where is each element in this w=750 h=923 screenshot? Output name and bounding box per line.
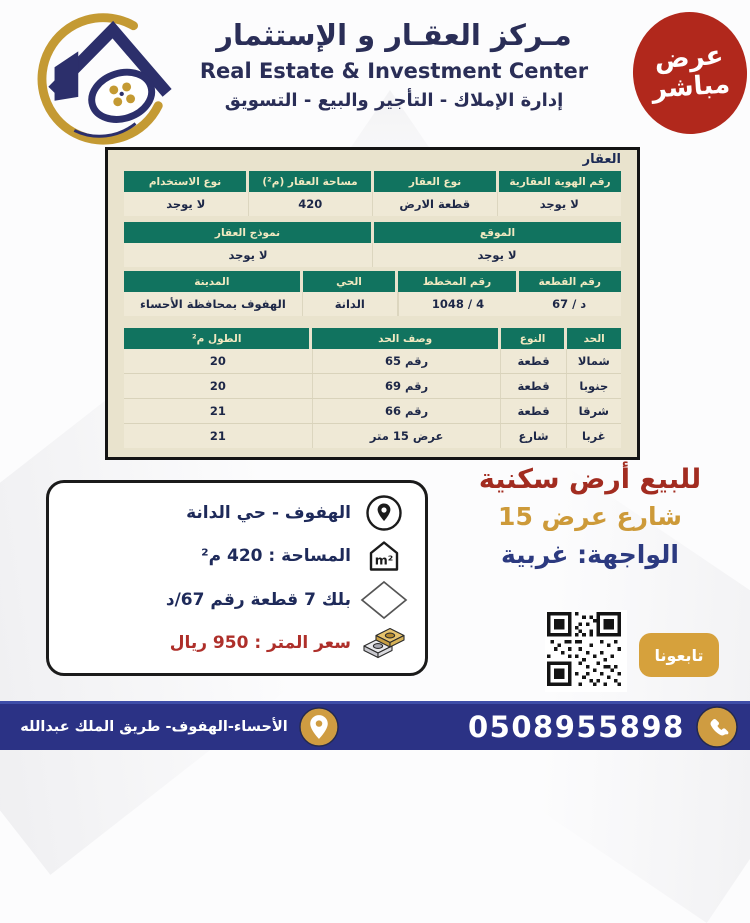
diamond-icon bbox=[355, 579, 413, 621]
offer-line-facade: الواجهة: غربية bbox=[501, 540, 679, 569]
table-row: شرقا قطعة رقم 66 21 bbox=[124, 398, 621, 423]
location-text: الهفوف - حي الدانة bbox=[186, 502, 351, 523]
direct-offer-badge: عرض مباشر bbox=[628, 8, 750, 138]
offer-text-block: للبيع أرض سكنية شارع عرض 15 الواجهة: غرب… bbox=[433, 464, 747, 569]
property-table-title: العقار bbox=[582, 152, 621, 167]
cell-border-length: 20 bbox=[124, 349, 313, 373]
cell-property-model: لا يوجد bbox=[124, 243, 373, 267]
footer-bar: الأحساء-الهفوف- طريق الملك عبدالله 05089… bbox=[0, 701, 750, 750]
cell-border-length: 21 bbox=[124, 424, 313, 448]
company-services-line: إدارة الإملاك - التأجير والبيع - التسويق bbox=[224, 90, 564, 111]
cell-border-type: قطعة bbox=[501, 374, 567, 398]
col-header-location: الموقع bbox=[374, 222, 621, 243]
col-header-property-id: رقم الهوية العقارية bbox=[499, 171, 621, 192]
m2-label: m² bbox=[375, 553, 394, 568]
cell-border-length: 21 bbox=[124, 399, 313, 423]
cell-plot-number: د / 67 bbox=[552, 297, 587, 311]
block-row: بلك 7 قطعة رقم 67/د bbox=[61, 578, 413, 622]
cell-border-desc: رقم 66 bbox=[313, 399, 502, 423]
cell-city: الهفوف بمحافظة الأحساء bbox=[124, 292, 303, 316]
col-header-property-model: نموذج العقار bbox=[124, 222, 371, 243]
address-text: الأحساء-الهفوف- طريق الملك عبدالله bbox=[20, 719, 288, 735]
cell-property-type: قطعة الارض bbox=[373, 192, 498, 216]
cell-border-desc: عرض 15 متر bbox=[313, 424, 502, 448]
qr-code[interactable] bbox=[545, 610, 627, 692]
house-area-icon: m² bbox=[355, 536, 413, 576]
cell-border-type: قطعة bbox=[501, 399, 567, 423]
cell-border-type: شارع bbox=[501, 424, 567, 448]
cell-usage-type: لا يوجد bbox=[124, 192, 249, 216]
col-header-border-desc: وصف الحد bbox=[312, 328, 498, 349]
col-header-border-length: الطول م² bbox=[124, 328, 310, 349]
col-header-border: الحد bbox=[567, 328, 621, 349]
col-header-usage-type: نوع الاستخدام bbox=[124, 171, 246, 192]
cell-border-desc: رقم 69 bbox=[313, 374, 502, 398]
house-crescent-logo-icon bbox=[18, 4, 178, 162]
property-table: العقار رقم الهوية العقارية نوع العقار مس… bbox=[105, 147, 640, 460]
company-name-english: Real Estate & Investment Center bbox=[199, 59, 589, 83]
follow-button[interactable]: تابعونا bbox=[639, 633, 719, 677]
table-row: شمالا قطعة رقم 65 20 bbox=[124, 349, 621, 373]
block-text: بلك 7 قطعة رقم 67/د bbox=[165, 589, 351, 610]
cell-border-side: جنوبا bbox=[579, 379, 609, 393]
company-name-arabic: مـركز العقـار و الإستثمار bbox=[216, 18, 572, 52]
area-text: المساحة : 420 م² bbox=[201, 546, 351, 567]
cell-plan-number: 1048 / 4 bbox=[397, 292, 518, 316]
offer-line-for-sale: للبيع أرض سكنية bbox=[478, 464, 702, 495]
table-row: غربا شارع عرض 15 متر 21 bbox=[124, 423, 621, 448]
cell-border-side: شرقا bbox=[578, 404, 609, 418]
col-header-property-type: نوع العقار bbox=[374, 171, 496, 192]
price-row: سعر المتر : 950 ريال bbox=[61, 622, 413, 666]
phone-icon[interactable] bbox=[696, 706, 738, 748]
col-header-plan-number: رقم المخطط bbox=[398, 271, 516, 292]
cell-border-side: شمالا bbox=[577, 354, 610, 368]
cell-border-length: 20 bbox=[124, 374, 313, 398]
col-header-property-area: مساحة العقار (م²) bbox=[249, 171, 371, 192]
area-row: m² المساحة : 420 م² bbox=[61, 535, 413, 579]
cell-location: لا يوجد bbox=[477, 248, 517, 262]
cell-property-area: 420 bbox=[249, 192, 373, 216]
details-card: الهفوف - حي الدانة m² المساحة : 420 م² ب… bbox=[46, 480, 428, 676]
money-icon bbox=[355, 623, 413, 663]
col-header-border-type: النوع bbox=[500, 328, 565, 349]
map-pin-icon bbox=[299, 707, 339, 747]
col-header-district: الحي bbox=[302, 271, 396, 292]
offer-line-street-width: شارع عرض 15 bbox=[498, 502, 682, 531]
price-text: سعر المتر : 950 ريال bbox=[169, 633, 351, 654]
cell-border-type: قطعة bbox=[501, 349, 567, 373]
col-header-city: المدينة bbox=[123, 271, 300, 292]
location-pin-icon bbox=[355, 493, 413, 533]
table-row: جنوبا قطعة رقم 69 20 bbox=[124, 373, 621, 398]
col-header-plot-number: رقم القطعة bbox=[518, 271, 621, 292]
cell-district: الدانة bbox=[303, 292, 398, 316]
header-title-block: مـركز العقـار و الإستثمار Real Estate & … bbox=[168, 18, 620, 111]
location-row: الهفوف - حي الدانة bbox=[61, 491, 413, 535]
cell-border-desc: رقم 65 bbox=[313, 349, 502, 373]
cell-border-side: غربا bbox=[582, 429, 606, 443]
phone-number[interactable]: 0508955898 bbox=[468, 710, 685, 744]
cell-property-id: لا يوجد bbox=[539, 197, 579, 211]
badge-line-2: مباشر bbox=[650, 69, 732, 105]
